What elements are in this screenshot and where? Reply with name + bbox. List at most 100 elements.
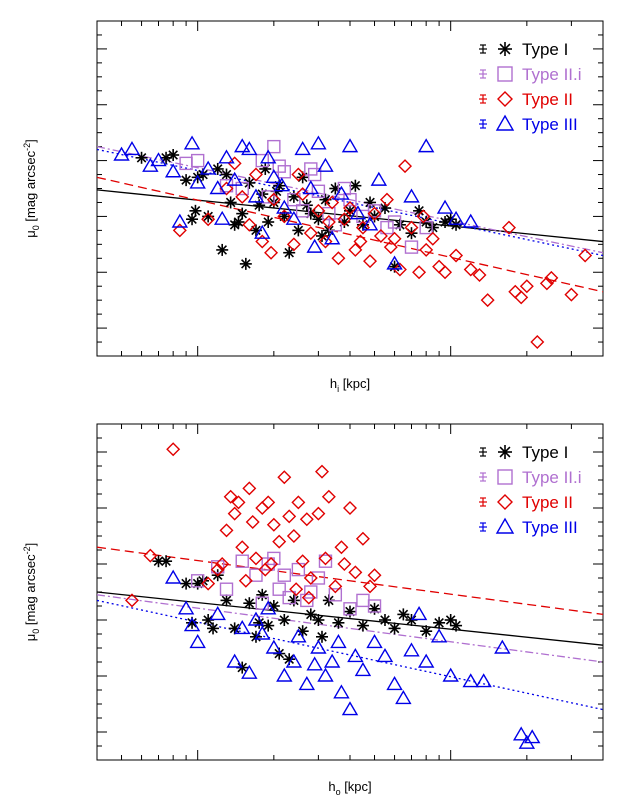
data-point (264, 245, 279, 260)
data-point (289, 582, 304, 597)
asterisk-stroke (251, 225, 261, 236)
data-point (166, 442, 181, 457)
data-point (171, 213, 189, 228)
data-point (295, 554, 310, 569)
data-point (376, 648, 394, 663)
asterisk-stroke (421, 626, 431, 637)
data-point (152, 555, 165, 568)
data-point (285, 210, 303, 225)
data-point (387, 231, 402, 246)
legend-label: Type II (522, 493, 573, 512)
data-point (317, 157, 334, 172)
data-point (160, 555, 173, 568)
asterisk-stroke (365, 197, 375, 208)
asterisk-stroke (244, 178, 255, 188)
data-point (265, 168, 283, 184)
asterisk-stroke (161, 556, 171, 567)
asterisk-stroke (217, 245, 228, 255)
legend-marker (497, 494, 513, 510)
data-point (232, 216, 245, 228)
asterisk-stroke (313, 214, 324, 225)
data-point (304, 585, 318, 599)
legend-marker (497, 91, 513, 107)
data-point (277, 568, 292, 582)
data-point (259, 149, 277, 164)
data-point (397, 608, 410, 621)
legend-label: Type I (522, 443, 568, 462)
data-point (209, 606, 226, 621)
data-point (255, 234, 270, 249)
y-axis-label-close: ] (23, 139, 38, 143)
legend-label: Type II.i (522, 65, 582, 84)
data-point (323, 230, 341, 245)
fit-line-type-ii-i (97, 145, 603, 254)
data-point (235, 189, 250, 204)
data-point (329, 182, 342, 195)
data-point (277, 470, 292, 485)
data-point (255, 501, 270, 515)
data-point (364, 196, 377, 209)
data-point (337, 557, 352, 571)
chart-legend: Type I Type II.i Type II Type III (479, 443, 582, 537)
data-point (189, 174, 206, 189)
x-axis-label-unit: [kpc] (339, 376, 370, 391)
data-point (366, 634, 383, 649)
legend-marker (498, 445, 512, 459)
data-point (277, 165, 292, 179)
data-point (354, 662, 372, 677)
asterisk-stroke (414, 206, 424, 216)
data-point (276, 199, 293, 214)
asterisk-stroke (136, 152, 147, 163)
data-point (273, 177, 291, 192)
data-point (253, 199, 266, 212)
data-point (449, 248, 464, 263)
asterisk-stroke (187, 617, 197, 628)
data-point (211, 560, 225, 574)
data-point (395, 690, 412, 705)
data-point (272, 582, 286, 596)
data-point (276, 667, 293, 682)
data-point (241, 141, 258, 156)
data-point (186, 616, 199, 629)
asterisk-stroke (320, 194, 331, 205)
asterisk-stroke (293, 225, 304, 236)
data-point (285, 653, 303, 668)
data-point (462, 213, 479, 228)
asterisk-stroke (168, 150, 178, 160)
data-point (215, 557, 230, 571)
data-point (227, 506, 242, 521)
series-type-ii (172, 156, 593, 350)
data-point (249, 568, 263, 582)
data-point (201, 576, 216, 591)
data-point (349, 205, 367, 220)
data-point (343, 501, 357, 515)
asterisk-stroke (203, 615, 213, 625)
data-point (315, 464, 329, 479)
data-point (298, 676, 316, 691)
data-point (183, 617, 201, 632)
data-point (463, 262, 478, 277)
data-point (311, 184, 326, 198)
data-point (328, 218, 343, 232)
asterisk-stroke (190, 206, 201, 216)
data-point (348, 242, 363, 257)
fit-line-type-ii-i (97, 594, 603, 663)
asterisk-stroke (350, 180, 361, 191)
data-point (235, 181, 249, 196)
data-point (333, 684, 350, 699)
data-point (234, 138, 251, 153)
data-point (367, 568, 382, 583)
data-point (328, 579, 343, 594)
data-point (343, 602, 357, 616)
data-point (539, 276, 554, 291)
data-point (227, 156, 242, 171)
legend-marker (498, 42, 512, 56)
asterisk-stroke (445, 615, 456, 625)
y-axis-label-close: ] (23, 543, 38, 547)
data-point (321, 489, 336, 504)
legend-errorbar-symbol (479, 94, 487, 104)
x-axis-label: hi [kpc] (330, 376, 370, 394)
data-point (302, 180, 320, 195)
series-type-iii (164, 569, 541, 749)
data-point (150, 152, 167, 167)
